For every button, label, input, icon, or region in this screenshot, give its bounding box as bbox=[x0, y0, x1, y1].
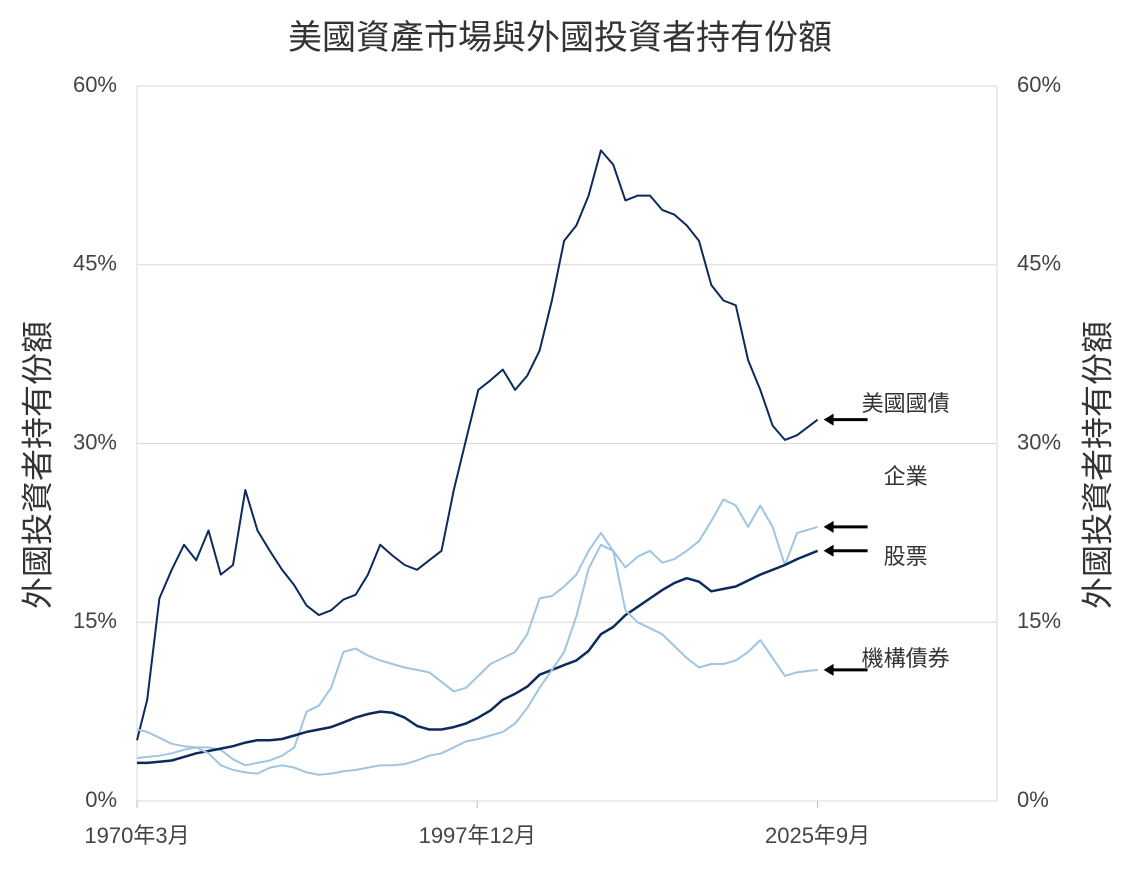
legend-label: 企業 bbox=[884, 464, 928, 489]
y2-tick-label: 0% bbox=[1017, 787, 1049, 812]
y-tick-label: 0% bbox=[85, 787, 117, 812]
y2-tick-label: 15% bbox=[1017, 608, 1061, 633]
y-tick-label: 60% bbox=[73, 72, 117, 97]
series-line bbox=[136, 543, 818, 776]
series-line bbox=[136, 498, 818, 767]
legend-label: 機構債券 bbox=[862, 646, 950, 671]
legend-label: 股票 bbox=[884, 544, 928, 569]
y-axis-title: 外國投資者持有份額 bbox=[19, 321, 55, 609]
y-tick-label: 15% bbox=[73, 608, 117, 633]
y2-axis-title: 外國投資者持有份額 bbox=[1079, 321, 1115, 609]
legend-arrowhead bbox=[823, 663, 834, 676]
legend-label: 美國國債 bbox=[862, 391, 950, 416]
y-tick-label: 45% bbox=[73, 251, 117, 276]
y-tick-label: 30% bbox=[73, 429, 117, 454]
legend-arrowhead bbox=[823, 544, 834, 557]
x-tick-label: 1970年3月 bbox=[84, 823, 189, 848]
x-tick-label: 2025年9月 bbox=[765, 823, 870, 848]
y2-tick-label: 60% bbox=[1017, 72, 1061, 97]
x-tick-label: 1997年12月 bbox=[419, 823, 536, 848]
legend-arrowhead bbox=[823, 520, 834, 533]
legend-arrowhead bbox=[823, 413, 834, 426]
y2-tick-label: 30% bbox=[1017, 429, 1061, 454]
series-line bbox=[137, 549, 819, 765]
series-line bbox=[136, 149, 819, 741]
y2-tick-label: 45% bbox=[1017, 251, 1061, 276]
chart-title: 美國資產市場與外國投資者持有份額 bbox=[288, 19, 832, 57]
